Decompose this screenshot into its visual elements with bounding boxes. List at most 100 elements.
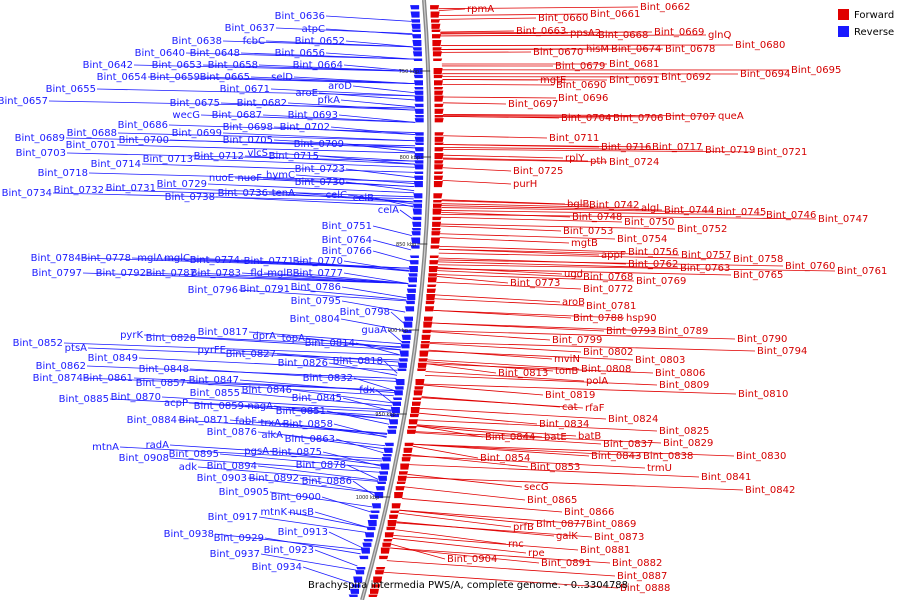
forward-leader-line xyxy=(440,225,562,232)
forward-gene xyxy=(407,426,417,429)
reverse-gene-label: Bint_0795 xyxy=(291,296,341,307)
forward-gene-label: Bint_0825 xyxy=(659,426,709,437)
reverse-gene xyxy=(401,341,411,344)
forward-gene-label: Bint_0794 xyxy=(757,346,807,357)
forward-gene-label: Bint_0853 xyxy=(530,462,580,473)
reverse-gene-label: Bint_0814 xyxy=(305,338,355,349)
forward-gene-label: Bint_0697 xyxy=(508,99,558,110)
reverse-gene-label: fcbC xyxy=(243,36,265,47)
reverse-leader-line xyxy=(258,516,367,533)
reverse-gene xyxy=(414,136,424,142)
forward-gene-label: Bint_0711 xyxy=(549,133,599,144)
reverse-gene-label: guaA xyxy=(361,325,387,336)
forward-gene xyxy=(434,108,444,114)
forward-leader-line xyxy=(396,522,593,538)
forward-leader-line xyxy=(410,455,646,469)
forward-gene-label: Bint_0793 xyxy=(606,326,656,337)
reverse-gene-label: Bint_0642 xyxy=(83,60,133,71)
genome-caption: Brachyspira intermedia PWS/A, complete g… xyxy=(308,580,628,591)
reverse-leader-line xyxy=(321,496,371,513)
reverse-leader-line xyxy=(390,311,405,324)
reverse-gene xyxy=(414,132,424,136)
reverse-leader-line xyxy=(375,389,393,404)
reverse-gene-label: Bint_0698 xyxy=(223,122,273,133)
reverse-leader-line xyxy=(240,52,414,60)
reverse-leader-line xyxy=(207,183,415,194)
reverse-gene-label: Bint_0849 xyxy=(88,353,138,364)
reverse-leader-line xyxy=(340,318,404,331)
reverse-leader-line xyxy=(276,353,399,367)
forward-gene-label: Bint_0834 xyxy=(539,419,589,430)
reverse-gene xyxy=(414,90,424,95)
reverse-leader-line xyxy=(287,511,368,528)
reverse-leader-line xyxy=(169,457,380,473)
forward-gene xyxy=(433,68,443,75)
forward-leader-line xyxy=(413,443,735,457)
forward-leader-line xyxy=(438,259,784,267)
forward-gene xyxy=(401,457,411,462)
reverse-leader-line xyxy=(399,209,414,220)
reverse-gene-label: Bint_0895 xyxy=(169,449,219,460)
forward-gene xyxy=(395,486,405,491)
forward-gene-label: mviN xyxy=(554,354,580,365)
reverse-leader-line xyxy=(341,286,407,299)
forward-gene xyxy=(434,136,444,142)
forward-leader-line xyxy=(443,147,704,151)
forward-gene xyxy=(410,407,420,414)
forward-gene xyxy=(433,193,443,199)
forward-gene-label: rfaF xyxy=(585,403,605,414)
reverse-leader-line xyxy=(87,347,400,361)
reverse-gene-label: vlcS xyxy=(247,148,268,159)
reverse-gene-label: Bint_0699 xyxy=(172,128,222,139)
forward-gene-label: Bint_0888 xyxy=(620,583,670,594)
forward-leader-line xyxy=(434,298,585,307)
reverse-leader-line xyxy=(273,139,416,149)
reverse-leader-line xyxy=(326,410,390,425)
forward-gene-label: Bint_0877 xyxy=(536,519,586,530)
reverse-gene xyxy=(351,584,361,588)
reverse-gene xyxy=(412,51,422,57)
forward-leader-line xyxy=(441,200,588,206)
legend-forward-swatch xyxy=(838,9,849,20)
forward-gene xyxy=(422,329,432,334)
reverse-gene-label: Bint_0857 xyxy=(136,378,186,389)
forward-leader-line xyxy=(441,210,765,216)
reverse-gene-label: Bint_0714 xyxy=(91,159,141,170)
forward-leader-line xyxy=(441,199,566,205)
reverse-gene-label: mglA xyxy=(137,253,163,264)
forward-gene xyxy=(382,542,392,547)
forward-gene xyxy=(434,103,444,108)
forward-gene xyxy=(403,447,413,453)
forward-leader-line xyxy=(415,431,662,444)
reverse-leader-line xyxy=(338,114,416,123)
reverse-gene xyxy=(403,321,413,328)
forward-gene-label: Bint_0745 xyxy=(716,207,766,218)
forward-leader-line xyxy=(438,252,732,260)
forward-gene xyxy=(389,514,399,519)
forward-leader-line xyxy=(442,83,555,86)
forward-gene-label: Bint_0716 xyxy=(601,142,651,153)
forward-gene xyxy=(375,570,385,575)
forward-gene xyxy=(432,40,442,47)
forward-gene-label: rnc xyxy=(508,539,524,550)
reverse-gene-label: Bint_0938 xyxy=(164,529,214,540)
forward-gene xyxy=(368,594,378,597)
reverse-gene-label: Bint_0885 xyxy=(59,394,109,405)
forward-gene-label: Bint_0768 xyxy=(583,272,633,283)
forward-gene-label: trmU xyxy=(647,463,672,474)
forward-gene xyxy=(418,358,428,362)
forward-gene xyxy=(414,386,424,390)
reverse-gene xyxy=(411,237,421,244)
forward-gene xyxy=(433,74,443,79)
reverse-gene-label: Bint_0894 xyxy=(207,461,257,472)
forward-gene-label: Bint_0668 xyxy=(598,30,648,41)
forward-gene xyxy=(428,273,438,277)
reverse-gene xyxy=(387,426,397,429)
forward-gene-label: Bint_0762 xyxy=(628,259,678,270)
reverse-gene-label: celC xyxy=(326,190,347,201)
reverse-leader-line xyxy=(196,272,409,284)
forward-gene xyxy=(432,221,442,227)
reverse-leader-line xyxy=(262,177,415,188)
forward-gene-label: Bint_0725 xyxy=(513,166,563,177)
forward-gene-label: appF xyxy=(601,250,626,261)
